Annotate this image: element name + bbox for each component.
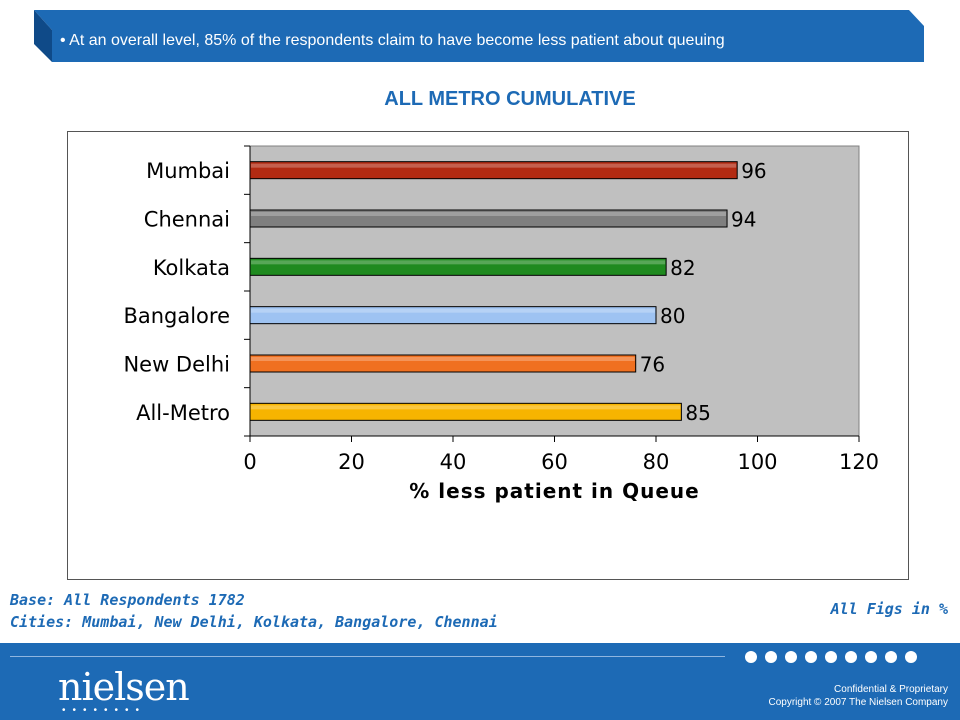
data-label: 76 (640, 353, 665, 377)
dot-icon (905, 651, 917, 663)
chart-title: ALL METRO CUMULATIVE (384, 88, 636, 110)
bar (249, 306, 657, 325)
x-tick-label: 100 (737, 450, 777, 474)
copyright-text: Copyright © 2007 The Nielsen Company (768, 697, 948, 708)
x-tick-label: 0 (243, 450, 256, 474)
category-label: Chennai (144, 208, 230, 232)
x-axis-title: % less patient in Queue (409, 479, 699, 503)
bar-highlight (251, 212, 727, 216)
dot-icon (845, 651, 857, 663)
dot-icon (805, 651, 817, 663)
header-banner: • At an overall level, 85% of the respon… (34, 10, 924, 62)
banner-text: • At an overall level, 85% of the respon… (60, 32, 725, 49)
dot-icon (825, 651, 837, 663)
base-note: Base: All Respondents 1782 Cities: Mumba… (10, 589, 498, 633)
x-tick-label: 120 (839, 450, 879, 474)
bar (249, 402, 682, 421)
category-label: Bangalore (123, 304, 230, 328)
base-note-cities: Cities: Mumbai, New Delhi, Kolkata, Bang… (10, 613, 498, 631)
bar-highlight (251, 260, 666, 265)
data-label: 80 (660, 304, 685, 328)
footer-dots (745, 651, 917, 663)
footer-legal: Confidential & Proprietary Copyright © 2… (768, 683, 948, 709)
x-tick-label: 60 (541, 450, 568, 474)
dot-icon (865, 651, 877, 663)
base-note-respondents: Base: All Respondents 1782 (10, 591, 245, 609)
bar (249, 354, 637, 373)
confidential-text: Confidential & Proprietary (834, 684, 948, 695)
footer: nielsen •••••••• Confidential & Propriet… (0, 643, 960, 720)
category-label: Kolkata (153, 256, 230, 280)
bar-highlight (251, 308, 655, 313)
x-tick-label: 40 (440, 450, 467, 474)
x-tick-label: 80 (643, 450, 670, 474)
bar (249, 257, 667, 276)
chart-frame: 0 20 40 60 80 100 120 Mumbai 96 Chennai 94 Kolkata 8… (67, 131, 909, 580)
dot-icon (785, 651, 797, 663)
banner-shape (34, 10, 924, 62)
nielsen-logo: nielsen (58, 665, 190, 709)
category-label: Mumbai (146, 159, 230, 183)
data-label: 96 (741, 159, 766, 183)
plot-area (249, 145, 860, 437)
category-label: All-Metro (136, 401, 230, 425)
data-label: 82 (670, 256, 695, 280)
data-label: 85 (685, 401, 710, 425)
footer-divider (10, 656, 725, 657)
bar (249, 161, 738, 180)
bar (249, 209, 728, 228)
x-tick-label: 20 (338, 450, 365, 474)
bar-highlight (251, 163, 737, 168)
bar-highlight (251, 405, 681, 410)
dot-icon (885, 651, 897, 663)
logo-dots-icon: •••••••• (62, 705, 147, 716)
dot-icon (765, 651, 777, 663)
data-label: 94 (731, 208, 756, 232)
dot-icon (745, 651, 757, 663)
figs-note: All Figs in % (830, 600, 948, 618)
bar-chart: 0 20 40 60 80 100 120 Mumbai 96 Chennai 94 Kolkata 8… (123, 145, 879, 503)
bar-highlight (251, 357, 635, 361)
category-label: New Delhi (123, 353, 230, 377)
